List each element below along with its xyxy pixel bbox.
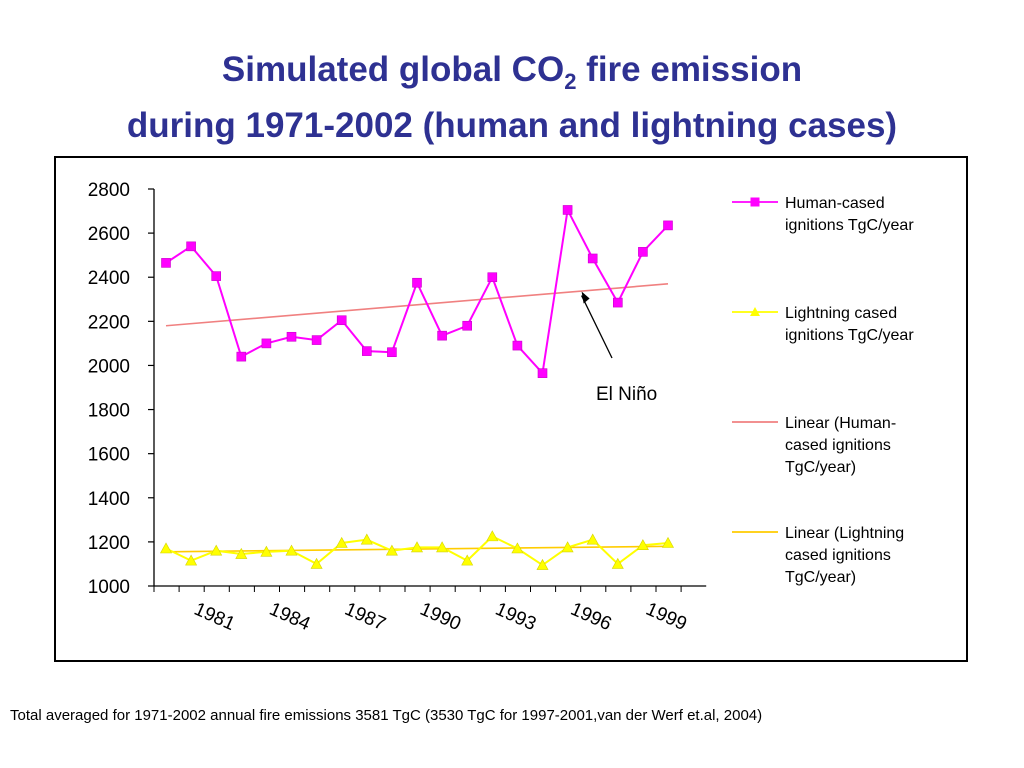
title-subscript: 2	[564, 69, 576, 94]
legend-entry-line: ignitions TgC/year	[785, 327, 914, 344]
slide-title: Simulated global CO2 fire emission durin…	[0, 48, 1024, 148]
legend-entry-text: Human-cased ignitions TgC/year	[785, 195, 914, 234]
human-data-point	[438, 331, 447, 340]
human-data-point	[312, 336, 321, 345]
chart-frame: 1000 1200 1400 1600 1800 2000 2200 2400 2600 2800…	[54, 156, 968, 662]
legend-entry-line: TgC/year)	[785, 569, 856, 586]
human-data-point	[613, 298, 622, 307]
x-tick-label: 1984	[266, 599, 314, 636]
y-tick-label: 2800	[88, 180, 130, 201]
x-tick-label: 1981	[191, 599, 238, 635]
lightning-data-point	[487, 531, 498, 541]
title-text-fire: fire emission	[576, 50, 802, 89]
y-tick-label: 2200	[88, 312, 130, 333]
x-tick-label: 1996	[567, 599, 614, 635]
x-tick-label: 1993	[492, 599, 539, 635]
y-tick-label: 1000	[88, 577, 130, 598]
human-data-point	[413, 278, 422, 287]
human-data-point	[563, 205, 572, 214]
human-data-point	[262, 339, 271, 348]
human-data-point	[337, 316, 346, 325]
human-data-point	[187, 242, 196, 251]
human-data-point	[488, 273, 497, 282]
human-data-point	[362, 347, 371, 356]
title-line-2: during 1971-2002 (human and lightning ca…	[0, 104, 1024, 148]
x-tick-label: 1990	[417, 599, 464, 635]
title-text-co: Simulated global CO	[222, 50, 564, 89]
title-line-1: Simulated global CO2 fire emission	[0, 48, 1024, 104]
legend-entry-line: Linear (Human-	[785, 415, 896, 432]
human-data-point	[588, 254, 597, 263]
human-data-point	[463, 321, 472, 330]
human-data-point	[638, 247, 647, 256]
human-data-point	[664, 221, 673, 230]
human-data-point	[287, 332, 296, 341]
y-tick-label: 2400	[88, 268, 130, 289]
lightning-data-point	[161, 543, 172, 553]
legend-entry-line: cased ignitions	[785, 547, 891, 564]
legend-entry-text: Lightning cased ignitions TgC/year	[785, 305, 914, 344]
human-data-point	[212, 272, 221, 281]
human-data-point	[162, 258, 171, 267]
y-tick-label: 1600	[88, 445, 130, 466]
legend-entry-text: Linear (Human-cased ignitions TgC/year)	[785, 415, 896, 476]
human-data-point	[538, 369, 547, 378]
el-nino-label: El Niño	[596, 384, 657, 405]
lightning-data-point	[587, 534, 598, 544]
emission-chart: 1000 1200 1400 1600 1800 2000 2200 2400 2600 2800…	[56, 158, 966, 660]
x-tick-label: 1999	[643, 599, 690, 635]
human-data-point	[237, 352, 246, 361]
lightning-data-point	[537, 560, 548, 570]
human-series-line	[166, 210, 668, 373]
el-nino-arrowhead	[582, 292, 590, 304]
el-nino-arrow	[582, 296, 612, 358]
legend-entry-line: Linear (Lightning	[785, 525, 904, 542]
legend-entry-line: cased ignitions	[785, 437, 891, 454]
legend-entry-line: ignitions TgC/year	[785, 217, 914, 234]
legend-entry-line: Lightning cased	[785, 305, 897, 322]
legend-entry-line: Human-cased	[785, 195, 885, 212]
y-tick-label: 1800	[88, 401, 130, 422]
human-data-point	[387, 348, 396, 357]
legend-entry-text: Linear (Lightning cased ignitions TgC/year…	[785, 525, 904, 586]
x-tick-label: 1987	[341, 599, 388, 635]
y-tick-label: 2000	[88, 356, 130, 377]
y-tick-label: 1200	[88, 533, 130, 554]
y-tick-label: 2600	[88, 224, 130, 245]
human-data-point	[513, 341, 522, 350]
footnote: Total averaged for 1971-2002 annual fire…	[10, 707, 1020, 724]
legend-entry-line: TgC/year)	[785, 459, 856, 476]
legend-marker-square	[751, 198, 760, 207]
y-tick-label: 1400	[88, 489, 130, 510]
